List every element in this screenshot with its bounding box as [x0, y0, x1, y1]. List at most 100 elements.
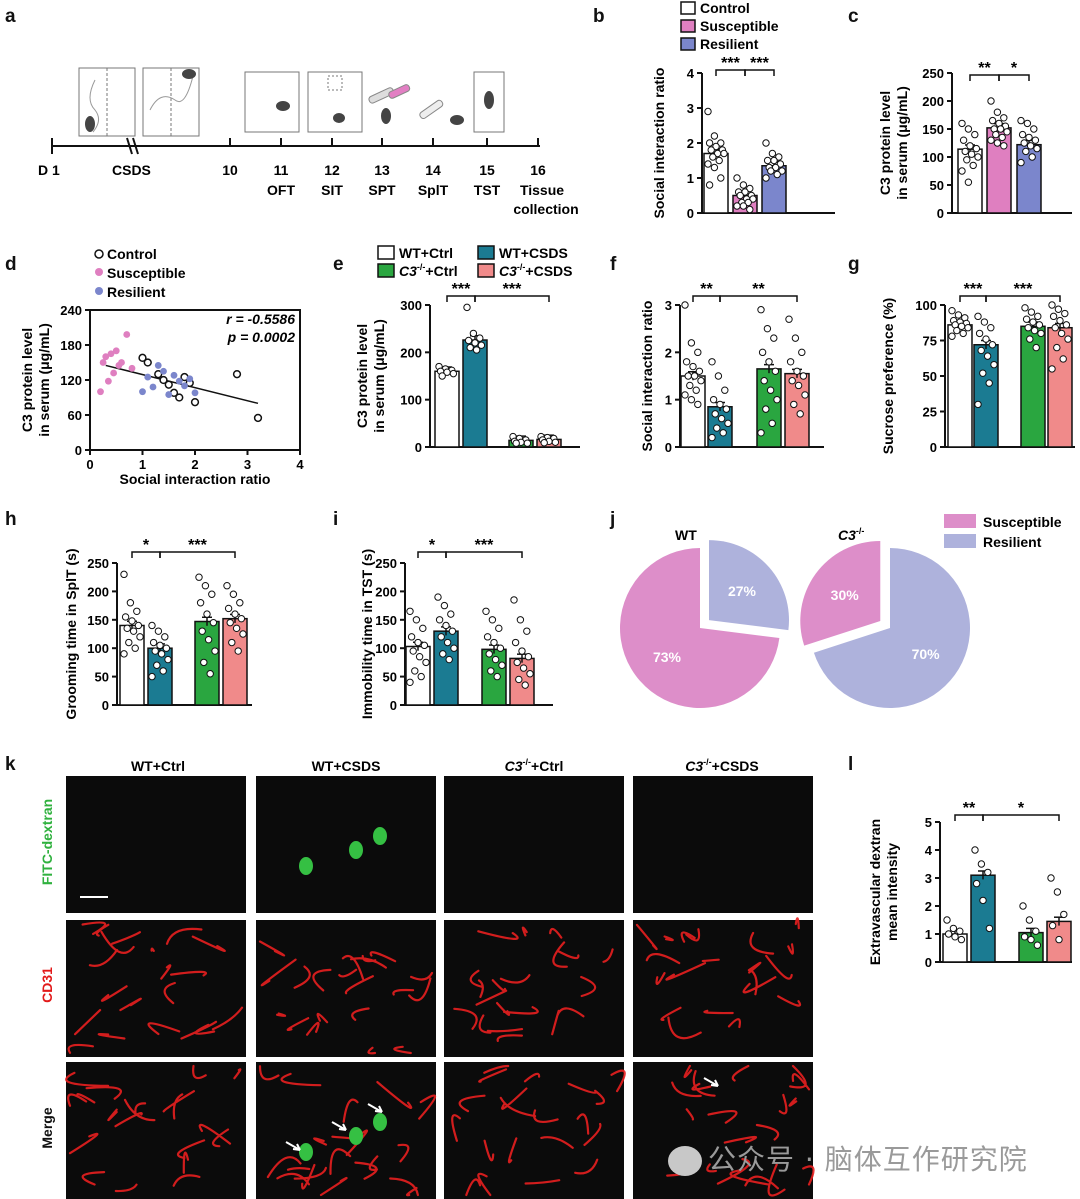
data-point: [439, 650, 447, 658]
data-point: [741, 188, 749, 196]
data-point: [766, 386, 775, 394]
data-point: [133, 607, 141, 615]
data-point: [491, 655, 500, 664]
micrograph-tile: [444, 920, 624, 1057]
micrograph-tile: [444, 1062, 624, 1199]
data-point: [417, 672, 425, 681]
row-label-merge: Merge: [39, 1107, 55, 1148]
data-point: [710, 163, 719, 172]
data-point: [231, 610, 239, 618]
legend-dot-susceptible: [95, 268, 103, 276]
scatter-chart-d: 0 1 2 3 4 0 60 120 180 240 Social interaction rati…: [19, 303, 304, 487]
data-point: [1064, 335, 1072, 343]
legend-label-resilient: Resilient: [700, 36, 759, 52]
data-point: [449, 369, 458, 378]
data-point: [716, 400, 724, 409]
data-point: [977, 860, 986, 868]
data-point: [469, 329, 478, 338]
data-point: [948, 332, 956, 340]
arrow-icon: [703, 1077, 719, 1087]
data-point: [721, 386, 729, 394]
data-point: [442, 621, 450, 630]
y-tick-label-g: 50: [923, 369, 937, 384]
y-axis-label-line: in serum (μg/mL): [36, 323, 52, 437]
data-point: [229, 590, 238, 598]
data-point: [793, 367, 801, 375]
data-point: [154, 627, 163, 635]
test-collection: collection: [513, 201, 578, 217]
data-point: [1055, 935, 1063, 944]
legend-b: Control Susceptible Resilient: [680, 0, 779, 52]
scatter-point-resilient: [170, 371, 178, 379]
data-point: [773, 170, 781, 179]
dextran-leak: [373, 1113, 387, 1131]
data-point: [472, 346, 481, 354]
data-point: [958, 119, 966, 128]
data-point: [445, 655, 453, 664]
day-13: 13: [374, 162, 390, 178]
legend-label-susceptible: Susceptible: [700, 18, 779, 34]
y-axis-label-line: C3 protein level: [877, 91, 893, 195]
data-point: [128, 617, 136, 625]
row-label-cd31: CD31: [39, 967, 55, 1003]
data-point: [720, 149, 728, 158]
x-tick-label-d: 0: [86, 457, 93, 472]
y-tick-label-h: 200: [87, 584, 109, 599]
data-point: [949, 924, 958, 933]
col-label-c3-csds: C3-/-+CSDS: [685, 757, 758, 774]
data-point: [1019, 902, 1027, 910]
y-tick-label-d: 180: [60, 338, 82, 353]
data-point: [232, 624, 241, 633]
data-point: [483, 633, 492, 641]
data-point: [447, 610, 455, 618]
sig-bracket: [985, 295, 1061, 302]
data-point: [974, 153, 982, 161]
y-tick-label-l: 4: [925, 843, 933, 858]
data-point: [234, 647, 242, 655]
data-point: [985, 924, 994, 933]
data-point: [974, 400, 982, 409]
data-point: [471, 339, 479, 347]
data-point: [148, 672, 156, 681]
col-label-wt-ctrl: WT+Ctrl: [131, 758, 185, 774]
data-point: [704, 160, 712, 168]
data-point: [993, 139, 1002, 147]
data-point: [717, 414, 726, 423]
data-point: [1030, 326, 1039, 335]
data-point: [239, 630, 247, 638]
y-tick-label-b: 4: [687, 66, 695, 81]
data-point: [1018, 130, 1027, 139]
panel-letter-d: d: [5, 254, 17, 275]
data-point: [434, 593, 442, 601]
data-point: [681, 301, 689, 309]
day-11: 11: [274, 162, 289, 178]
data-point: [420, 641, 429, 650]
bar-c-2: [1016, 143, 1042, 214]
legend-label-wt-ctrl: WT+Ctrl: [399, 245, 453, 261]
col-label-c3-ctrl: C3-/-+Ctrl: [505, 757, 564, 774]
data-point: [1024, 324, 1032, 332]
data-point: [496, 644, 505, 652]
y-tick-label-c: 50: [930, 178, 944, 193]
pie-label: 27%: [728, 583, 757, 599]
data-point: [126, 599, 135, 607]
pie-legend-swatch: [944, 534, 976, 548]
mouse-icons: [85, 69, 494, 132]
data-point: [540, 439, 548, 447]
data-point: [749, 195, 757, 203]
data-point: [412, 616, 421, 624]
day-15: 15: [479, 162, 495, 178]
sig-bracket: [998, 74, 1030, 81]
data-point: [687, 395, 696, 404]
scatter-point-control: [143, 358, 152, 367]
data-point: [209, 618, 218, 627]
scatter-point-resilient: [149, 383, 157, 391]
data-point: [521, 681, 529, 689]
pie-charts-j: WT 27% 73% C3-/- 70% 30% Susceptible Resilient: [619, 514, 1062, 709]
y-tick-label-i: 50: [383, 670, 397, 685]
data-point: [697, 377, 705, 385]
data-point: [964, 324, 972, 332]
chart-l: 0 1 2 3 4 5 Extravascular dextranmean intensit…: [867, 800, 1072, 970]
micrograph-tile: [256, 1062, 436, 1199]
y-axis-label-d: C3 protein levelin serum (μg/mL): [19, 323, 52, 437]
